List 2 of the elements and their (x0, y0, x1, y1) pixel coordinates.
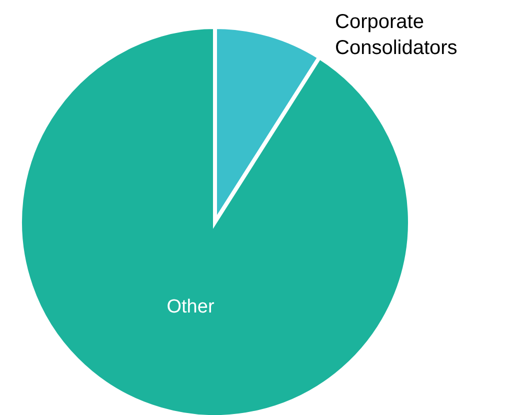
slice-label: Other (166, 296, 215, 318)
slice-label: Corporate Consolidators (335, 11, 458, 59)
